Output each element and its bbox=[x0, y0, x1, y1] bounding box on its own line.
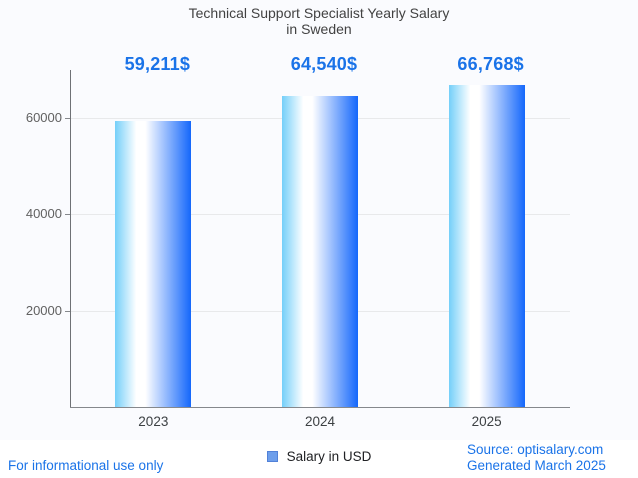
y-axis-tick-60000 bbox=[65, 117, 70, 119]
x-tick-label-2024: 2024 bbox=[304, 414, 336, 429]
legend: Salary in USD bbox=[0, 447, 638, 466]
x-tick-label-2023: 2023 bbox=[138, 414, 169, 429]
bar-value-label-2023: 59,211$ bbox=[124, 54, 191, 74]
legend-item-salary[interactable]: Salary in USD bbox=[256, 447, 382, 466]
y-tick-label-20000: 20000 bbox=[25, 303, 62, 319]
chart-title: Technical Support Specialist Yearly Sala… bbox=[0, 5, 638, 37]
bar-2024[interactable] bbox=[282, 95, 358, 407]
footer-generated: Generated March 2025 bbox=[467, 457, 606, 473]
bar-2023[interactable] bbox=[115, 121, 192, 407]
legend-label: Salary in USD bbox=[286, 449, 372, 464]
bar-2025[interactable] bbox=[448, 84, 525, 407]
chart-title-line2: in Sweden bbox=[286, 21, 352, 37]
bar-value-label-2025: 66,768$ bbox=[457, 54, 524, 74]
y-tick-label-60000: 60000 bbox=[25, 109, 62, 125]
x-axis-line bbox=[70, 407, 570, 408]
chart-title-line1: Technical Support Specialist Yearly Sala… bbox=[188, 5, 450, 21]
bar-value-label-2024: 64,540$ bbox=[290, 54, 358, 74]
footer-disclaimer: For informational use only bbox=[8, 458, 164, 473]
footer-credits: Source: optisalary.com Generated March 2… bbox=[467, 442, 606, 473]
y-tick-label-40000: 40000 bbox=[25, 206, 62, 222]
y-axis-tick-40000 bbox=[65, 214, 70, 216]
y-axis-line bbox=[70, 70, 71, 408]
y-axis-tick-20000 bbox=[65, 311, 70, 313]
x-tick-label-2025: 2025 bbox=[471, 414, 502, 429]
footer-source-link[interactable]: Source: optisalary.com bbox=[467, 442, 604, 457]
legend-marker-icon bbox=[266, 451, 278, 462]
